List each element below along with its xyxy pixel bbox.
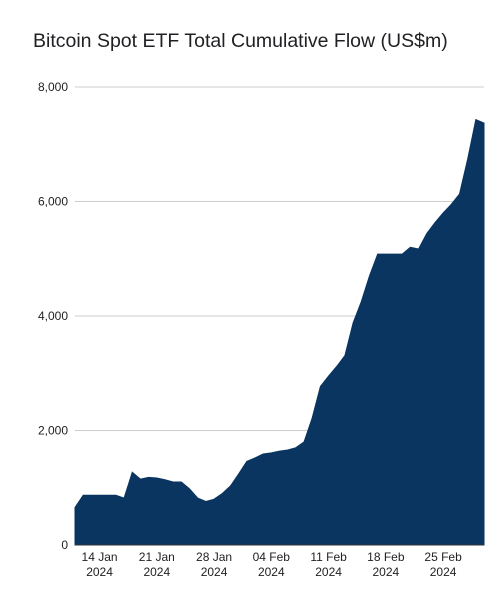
y-tick-label: 0 — [61, 538, 68, 552]
y-tick-label: 4,000 — [38, 309, 68, 323]
x-tick-label-date: 14 Jan — [82, 550, 118, 564]
x-tick-label-year: 2024 — [86, 565, 113, 579]
y-tick-label: 8,000 — [38, 80, 68, 94]
y-tick-label: 2,000 — [38, 424, 68, 438]
x-tick-label-date: 18 Feb — [367, 550, 405, 564]
x-tick-label-year: 2024 — [315, 565, 342, 579]
x-tick-label-year: 2024 — [201, 565, 228, 579]
chart-title: Bitcoin Spot ETF Total Cumulative Flow (… — [33, 30, 448, 52]
x-tick-label-year: 2024 — [143, 565, 170, 579]
y-tick-label: 6,000 — [38, 195, 68, 209]
x-tick-label-year: 2024 — [430, 565, 457, 579]
x-tick-label-date: 21 Jan — [139, 550, 175, 564]
x-tick-label-date: 25 Feb — [424, 550, 462, 564]
x-tick-label-year: 2024 — [258, 565, 285, 579]
cumulative-flow-area — [74, 118, 485, 546]
x-tick-label-date: 28 Jan — [196, 550, 232, 564]
x-tick-label-date: 04 Feb — [253, 550, 291, 564]
x-tick-label-year: 2024 — [372, 565, 399, 579]
x-tick-label-date: 11 Feb — [310, 550, 347, 564]
